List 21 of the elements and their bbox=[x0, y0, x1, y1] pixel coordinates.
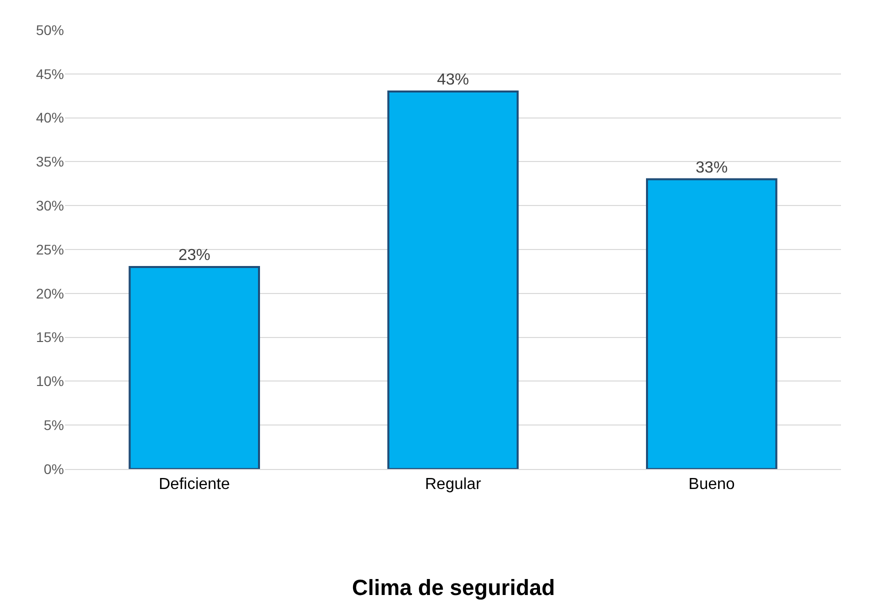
x-tick-label: Deficiente bbox=[158, 476, 230, 494]
y-tick-label: 45% bbox=[36, 66, 64, 82]
bar bbox=[387, 90, 519, 469]
y-tick-label: 30% bbox=[36, 198, 64, 214]
data-label: 33% bbox=[696, 159, 728, 176]
data-label: 23% bbox=[178, 247, 210, 264]
y-tick-label: 0% bbox=[44, 460, 64, 477]
y-tick-label: 40% bbox=[36, 110, 64, 126]
text: Clima de seguridad bbox=[352, 575, 555, 600]
y-tick-label: 50% bbox=[36, 22, 64, 38]
y-tick-label: 25% bbox=[36, 241, 64, 258]
y-tick-label: 15% bbox=[36, 329, 64, 346]
bar bbox=[646, 178, 778, 469]
y-tick-label: 10% bbox=[36, 373, 64, 390]
y-tick-label: 5% bbox=[44, 417, 64, 433]
x-tick-label: Regular bbox=[424, 476, 482, 494]
y-tick-label: 35% bbox=[36, 154, 64, 170]
y-tick-label: 20% bbox=[36, 285, 64, 302]
bar bbox=[128, 266, 260, 469]
data-label: 43% bbox=[436, 71, 470, 88]
x-tick-label: Bueno bbox=[688, 476, 735, 494]
